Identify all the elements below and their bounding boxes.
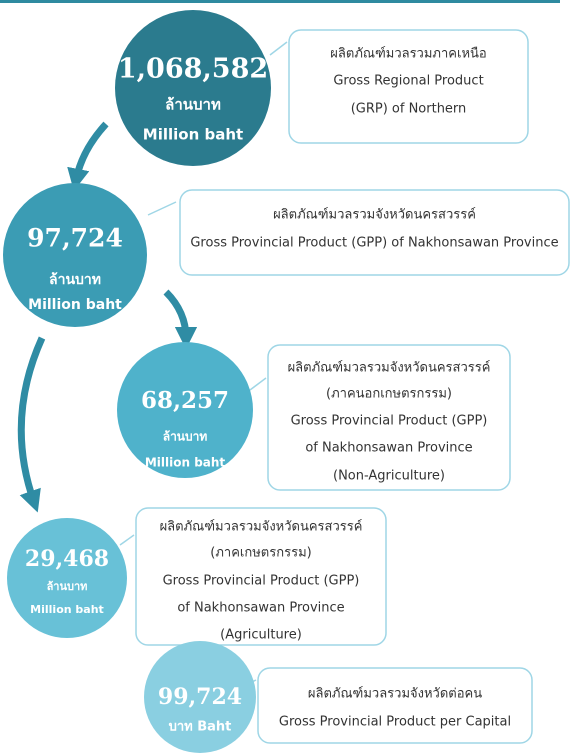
value-circle	[7, 518, 127, 638]
unit: บาท Baht	[169, 720, 232, 735]
description-line: Gross Provincial Product (GPP)	[291, 414, 488, 429]
description-line: Gross Provincial Product per Capital	[279, 715, 511, 730]
connector	[249, 377, 267, 391]
arrow	[163, 289, 198, 350]
description-line: Gross Regional Product	[333, 74, 483, 89]
description-line: of Nakhonsawan Province	[305, 441, 472, 456]
connector	[269, 41, 288, 56]
description-box	[257, 667, 533, 744]
description-line: ผลิตภัณฑ์มวลรวมจังหวัดต่อคน	[308, 686, 482, 702]
value: 97,724	[27, 224, 123, 253]
description-line: (GRP) of Northern	[351, 102, 467, 117]
description-line: ผลิตภัณฑ์มวลรวมจังหวัดนครสวรรค์	[288, 360, 491, 376]
description-line: (Agriculture)	[220, 628, 302, 643]
unit: Million baht	[143, 126, 243, 144]
connector	[147, 201, 177, 216]
description-line: ผลิตภัณฑ์มวลรวมจังหวัดนครสวรรค์	[273, 207, 476, 223]
value-circle	[3, 183, 147, 327]
unit: ล้านบาท	[163, 430, 208, 444]
arrow	[17, 336, 46, 513]
unit: Million baht	[30, 603, 104, 616]
value: 29,468	[25, 546, 109, 572]
description-box	[288, 29, 529, 144]
description-line: Gross Provincial Product (GPP) of Nakhon…	[190, 236, 558, 251]
description-line: ผลิตภัณฑ์มวลรวมภาคเหนือ	[330, 46, 486, 62]
value-circle	[144, 641, 256, 753]
description-box	[135, 507, 387, 646]
unit: ล้านบาท	[49, 272, 101, 288]
value: 68,257	[141, 387, 229, 414]
value: 99,724	[158, 684, 242, 710]
value-circle	[115, 10, 271, 166]
unit: Million baht	[145, 456, 226, 470]
connector	[119, 534, 135, 546]
arrow	[67, 121, 109, 191]
description-box	[179, 189, 570, 276]
unit: ล้านบาท	[165, 96, 221, 114]
description-line: of Nakhonsawan Province	[177, 601, 344, 616]
unit: ล้านบาท	[47, 580, 88, 593]
description-box	[267, 344, 511, 491]
description-line: ผลิตภัณฑ์มวลรวมจังหวัดนครสวรรค์	[160, 519, 363, 535]
value: 1,068,582	[118, 54, 268, 85]
description-line: (Non-Agriculture)	[333, 469, 445, 484]
description-line: (ภาคนอกเกษตรกรรม)	[326, 387, 452, 402]
description-line: (ภาคเกษตรกรรม)	[210, 546, 311, 561]
description-line: Gross Provincial Product (GPP)	[163, 574, 360, 589]
unit: Million baht	[28, 297, 122, 313]
value-circle	[117, 342, 253, 478]
